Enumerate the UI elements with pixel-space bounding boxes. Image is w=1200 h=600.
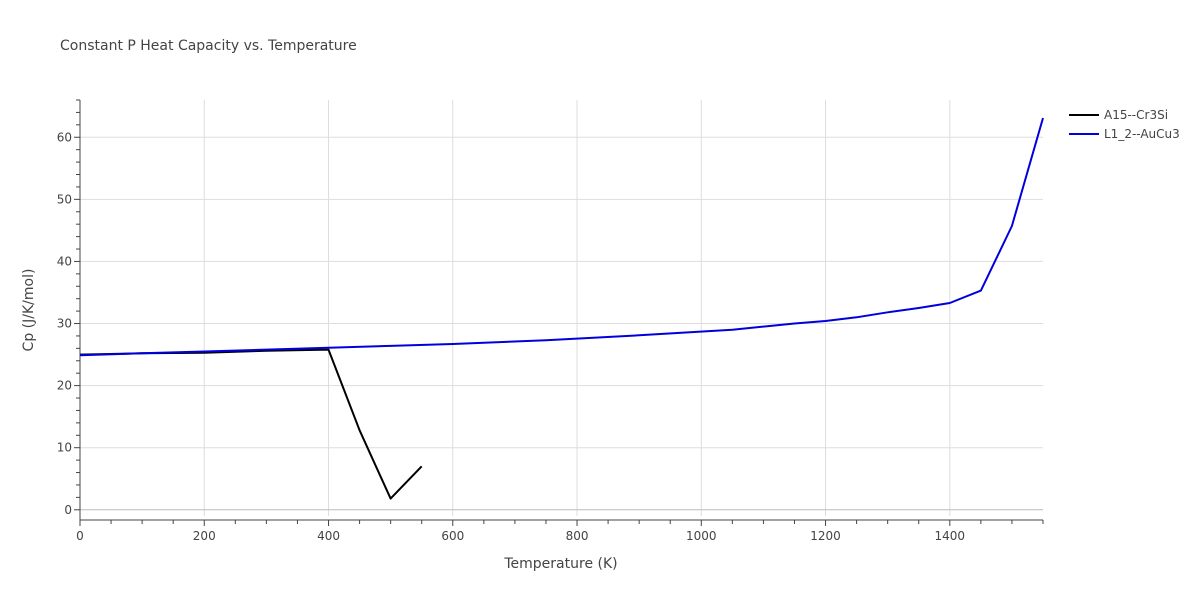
series-line-2 — [79, 117, 1044, 357]
legend-item-2[interactable]: L1_2--AuCu3 — [1069, 127, 1180, 141]
y-tick-label: 60 — [57, 130, 72, 144]
y-tick-label: 10 — [57, 441, 72, 455]
chart-title: Constant P Heat Capacity vs. Temperature — [60, 38, 357, 54]
legend-label: A15--Cr3Si — [1104, 108, 1168, 122]
y-tick-label: 40 — [57, 254, 72, 268]
y-axis-title: Cp (J/K/mol) — [21, 269, 37, 352]
axes — [74, 99, 1044, 526]
y-tick-label: 0 — [64, 503, 72, 517]
series-line-1 — [79, 348, 423, 500]
y-axis-ticks: 0 10 20 30 40 50 60 — [57, 130, 72, 517]
legend[interactable]: A15--Cr3Si L1_2--AuCu3 — [1069, 108, 1180, 141]
x-tick-label: 600 — [441, 529, 464, 543]
y-tick-label: 50 — [57, 192, 72, 206]
x-tick-label: 1000 — [686, 529, 717, 543]
plot-area — [79, 117, 1044, 500]
x-tick-label: 0 — [76, 529, 84, 543]
y-tick-label: 20 — [57, 379, 72, 393]
x-axis-title: Temperature (K) — [503, 556, 617, 572]
x-axis-ticks: 0 200 400 600 800 1000 1200 1400 — [76, 529, 965, 543]
x-tick-label: 1400 — [935, 529, 966, 543]
x-tick-label: 1200 — [810, 529, 841, 543]
y-tick-label: 30 — [57, 317, 72, 331]
legend-item-1[interactable]: A15--Cr3Si — [1069, 108, 1168, 122]
legend-label: L1_2--AuCu3 — [1104, 127, 1180, 141]
x-tick-label: 800 — [566, 529, 589, 543]
x-tick-label: 400 — [317, 529, 340, 543]
grid — [80, 100, 1043, 516]
x-tick-label: 200 — [193, 529, 216, 543]
